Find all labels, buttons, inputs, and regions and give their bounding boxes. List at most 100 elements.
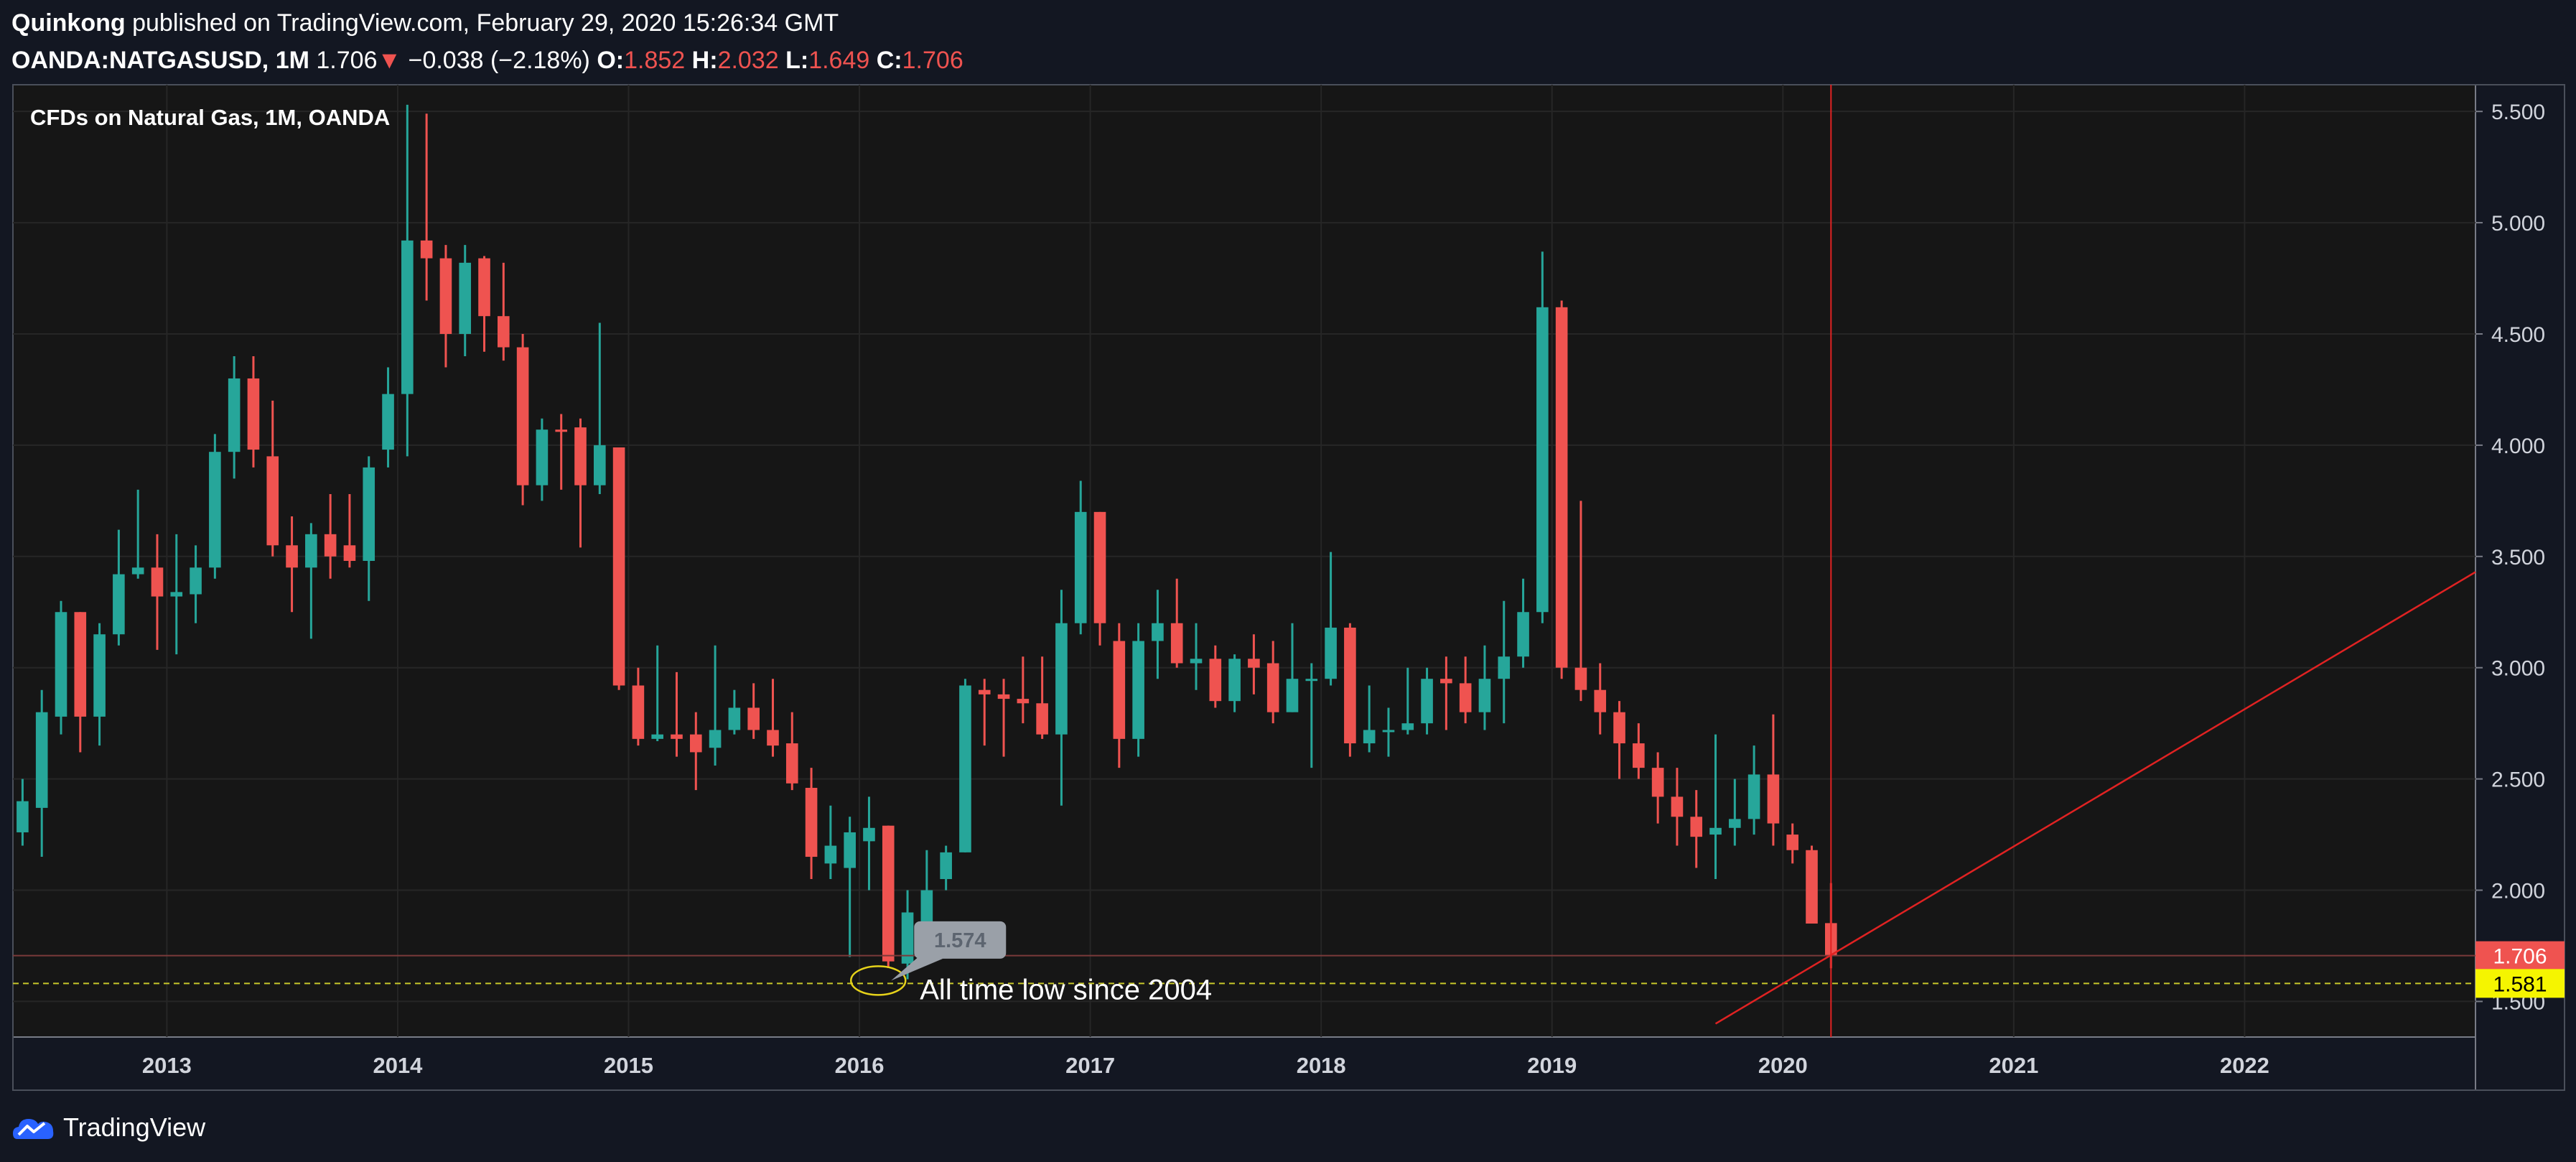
- bullish-candle: [1729, 778, 1741, 846]
- candle-body: [1344, 627, 1356, 744]
- candle-body: [824, 845, 837, 864]
- candle-body: [901, 912, 914, 964]
- candle-body: [785, 743, 798, 784]
- candle-body: [1170, 623, 1183, 664]
- y-tick-label: 5.000: [2491, 212, 2545, 236]
- bearish-candle: [574, 418, 587, 548]
- bearish-candle: [1786, 823, 1799, 864]
- candle-body: [959, 685, 971, 852]
- y-tick-label: 5.500: [2491, 101, 2545, 124]
- candle-body: [1401, 723, 1414, 730]
- bullish-candle: [1709, 734, 1722, 880]
- bullish-candle: [190, 545, 202, 623]
- x-tick-label: 2014: [373, 1053, 423, 1078]
- bullish-candle: [1190, 623, 1203, 690]
- price-axis[interactable]: 1.5002.0002.5003.0003.5004.0004.5005.000…: [2475, 101, 2565, 1014]
- symbol-label[interactable]: OANDA:NATGASUSD, 1M: [11, 47, 309, 74]
- x-tick-label: 2016: [835, 1053, 885, 1078]
- candle-body: [1747, 774, 1760, 819]
- candle-body: [805, 788, 818, 857]
- candle-body: [439, 258, 452, 334]
- bullish-candle: [113, 529, 125, 646]
- bearish-candle: [1574, 501, 1587, 702]
- publish-line: Quinkong published on TradingView.com, F…: [11, 4, 963, 42]
- candle-body: [940, 852, 952, 880]
- x-tick-label: 2022: [2220, 1053, 2269, 1078]
- bearish-candle: [612, 447, 625, 690]
- bullish-candle: [35, 689, 48, 857]
- bearish-candle: [1017, 656, 1030, 724]
- bullish-candle: [1498, 600, 1511, 724]
- x-tick-label: 2021: [1989, 1053, 2038, 1078]
- last-price: 1.706: [316, 47, 378, 74]
- candle-body: [1536, 307, 1549, 613]
- bearish-candle: [1555, 300, 1568, 679]
- author-name[interactable]: Quinkong: [11, 9, 126, 37]
- candle-body: [305, 534, 317, 568]
- bearish-candle: [1806, 845, 1818, 924]
- candle-body: [1478, 679, 1491, 712]
- bearish-candle: [151, 534, 164, 650]
- candle-body: [844, 832, 856, 868]
- bullish-candle: [382, 367, 394, 468]
- bullish-candle: [1401, 667, 1414, 735]
- candle-body: [1709, 827, 1722, 835]
- candle-body: [978, 689, 991, 694]
- bearish-candle: [1036, 656, 1048, 739]
- candle-body: [170, 592, 183, 597]
- candle-body: [1574, 667, 1587, 690]
- callout-pointer: [891, 954, 943, 981]
- close-label: C:: [876, 47, 902, 74]
- candle-body: [131, 567, 144, 575]
- candle-body: [1093, 511, 1106, 623]
- bullish-candle: [401, 104, 414, 457]
- candle-body: [671, 734, 683, 739]
- candle-body: [1651, 768, 1664, 797]
- chart-title: CFDs on Natural Gas, 1M, OANDA: [30, 105, 390, 130]
- low-highlight-ellipse: [850, 965, 907, 996]
- bullish-candle: [17, 778, 29, 846]
- bearish-candle: [1594, 663, 1607, 735]
- candle-body: [1248, 659, 1260, 668]
- candle-body: [728, 707, 741, 730]
- y-tick-label: 2.000: [2491, 880, 2545, 903]
- bearish-candle: [1690, 790, 1703, 868]
- candle-body: [1786, 835, 1799, 850]
- candle-body: [1806, 850, 1818, 924]
- candle-body: [35, 712, 48, 808]
- bearish-candle: [1344, 623, 1356, 757]
- candle-body: [1209, 659, 1222, 702]
- bullish-candle: [959, 679, 971, 852]
- bullish-candle: [1747, 745, 1760, 835]
- y-tick-label: 4.000: [2491, 434, 2545, 458]
- candle-body: [420, 240, 433, 259]
- bearish-candle: [689, 712, 702, 791]
- bearish-candle: [1440, 656, 1452, 730]
- candle-body: [247, 378, 260, 450]
- bearish-candle: [805, 768, 818, 880]
- down-arrow-icon: ▼: [377, 47, 402, 74]
- x-tick-label: 2020: [1758, 1053, 1808, 1078]
- bearish-candle: [1459, 656, 1472, 724]
- candle-body: [1440, 679, 1452, 684]
- bearish-candle: [343, 494, 356, 568]
- candle-body: [382, 394, 394, 450]
- candle-body: [1113, 641, 1126, 739]
- low-label: L:: [785, 47, 809, 74]
- bullish-candle: [305, 523, 317, 639]
- bearish-candle: [74, 612, 87, 753]
- bullish-candle: [728, 689, 741, 735]
- candle-body: [1017, 699, 1030, 704]
- plot-area[interactable]: [12, 84, 2476, 1038]
- axes-frame: [12, 84, 2565, 1091]
- support-level-badge: [2475, 969, 2565, 998]
- time-axis[interactable]: 2013 2014 2015 2016 2017 2018 2019 2020 2021 2022: [142, 1053, 2269, 1078]
- bullish-candle: [920, 850, 933, 929]
- candle-body: [151, 567, 164, 597]
- tradingview-logo[interactable]: TradingView: [11, 1106, 205, 1149]
- bearish-candle: [1671, 768, 1684, 846]
- candle-body: [498, 316, 510, 348]
- x-tick-label: 2015: [604, 1053, 653, 1078]
- candle-body: [1690, 817, 1703, 837]
